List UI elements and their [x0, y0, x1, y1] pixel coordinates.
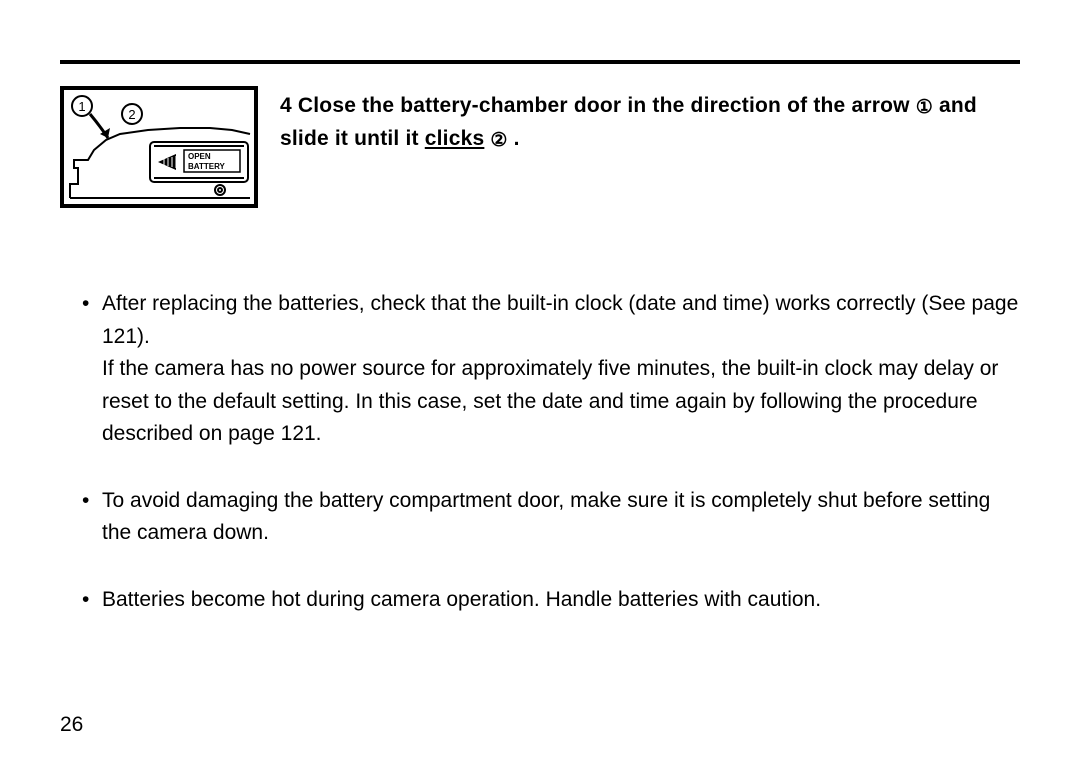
- list-item: To avoid damaging the battery compartmen…: [82, 485, 1020, 550]
- step-4-row: OPEN BATTERY 1 2 4C: [60, 86, 1020, 208]
- step-4-heading: 4 Close the battery-chamber door in the d…: [280, 90, 1020, 155]
- step-text-part1: Close the battery-chamber door in the di…: [298, 94, 910, 117]
- battery-door-illustration: OPEN BATTERY 1 2: [60, 86, 258, 208]
- battery-text: BATTERY: [188, 162, 226, 171]
- list-item: After replacing the batteries, check tha…: [82, 288, 1020, 451]
- note-text: To avoid damaging the battery compartmen…: [102, 489, 990, 545]
- top-rule: [60, 60, 1020, 64]
- step-number: 4: [280, 90, 292, 123]
- circled-1-icon: ①: [916, 98, 933, 117]
- step-end-punct: .: [508, 127, 520, 150]
- svg-text:1: 1: [78, 99, 85, 114]
- note-text: Batteries become hot during camera opera…: [102, 588, 821, 611]
- note-text: After replacing the batteries, check tha…: [102, 292, 1018, 445]
- list-item: Batteries become hot during camera opera…: [82, 584, 1020, 617]
- marker-2: 2: [122, 104, 142, 124]
- svg-text:2: 2: [128, 107, 135, 122]
- notes-list: After replacing the batteries, check tha…: [60, 288, 1020, 616]
- battery-door-svg: OPEN BATTERY 1 2: [60, 86, 258, 208]
- open-text: OPEN: [188, 152, 211, 161]
- manual-page: OPEN BATTERY 1 2 4C: [0, 0, 1080, 765]
- step-4-text: 4 Close the battery-chamber door in the d…: [280, 86, 1020, 155]
- step-underlined: clicks: [425, 127, 485, 150]
- open-battery-label: OPEN BATTERY: [184, 150, 240, 172]
- circled-2-icon: ②: [490, 131, 507, 150]
- page-number: 26: [60, 713, 83, 737]
